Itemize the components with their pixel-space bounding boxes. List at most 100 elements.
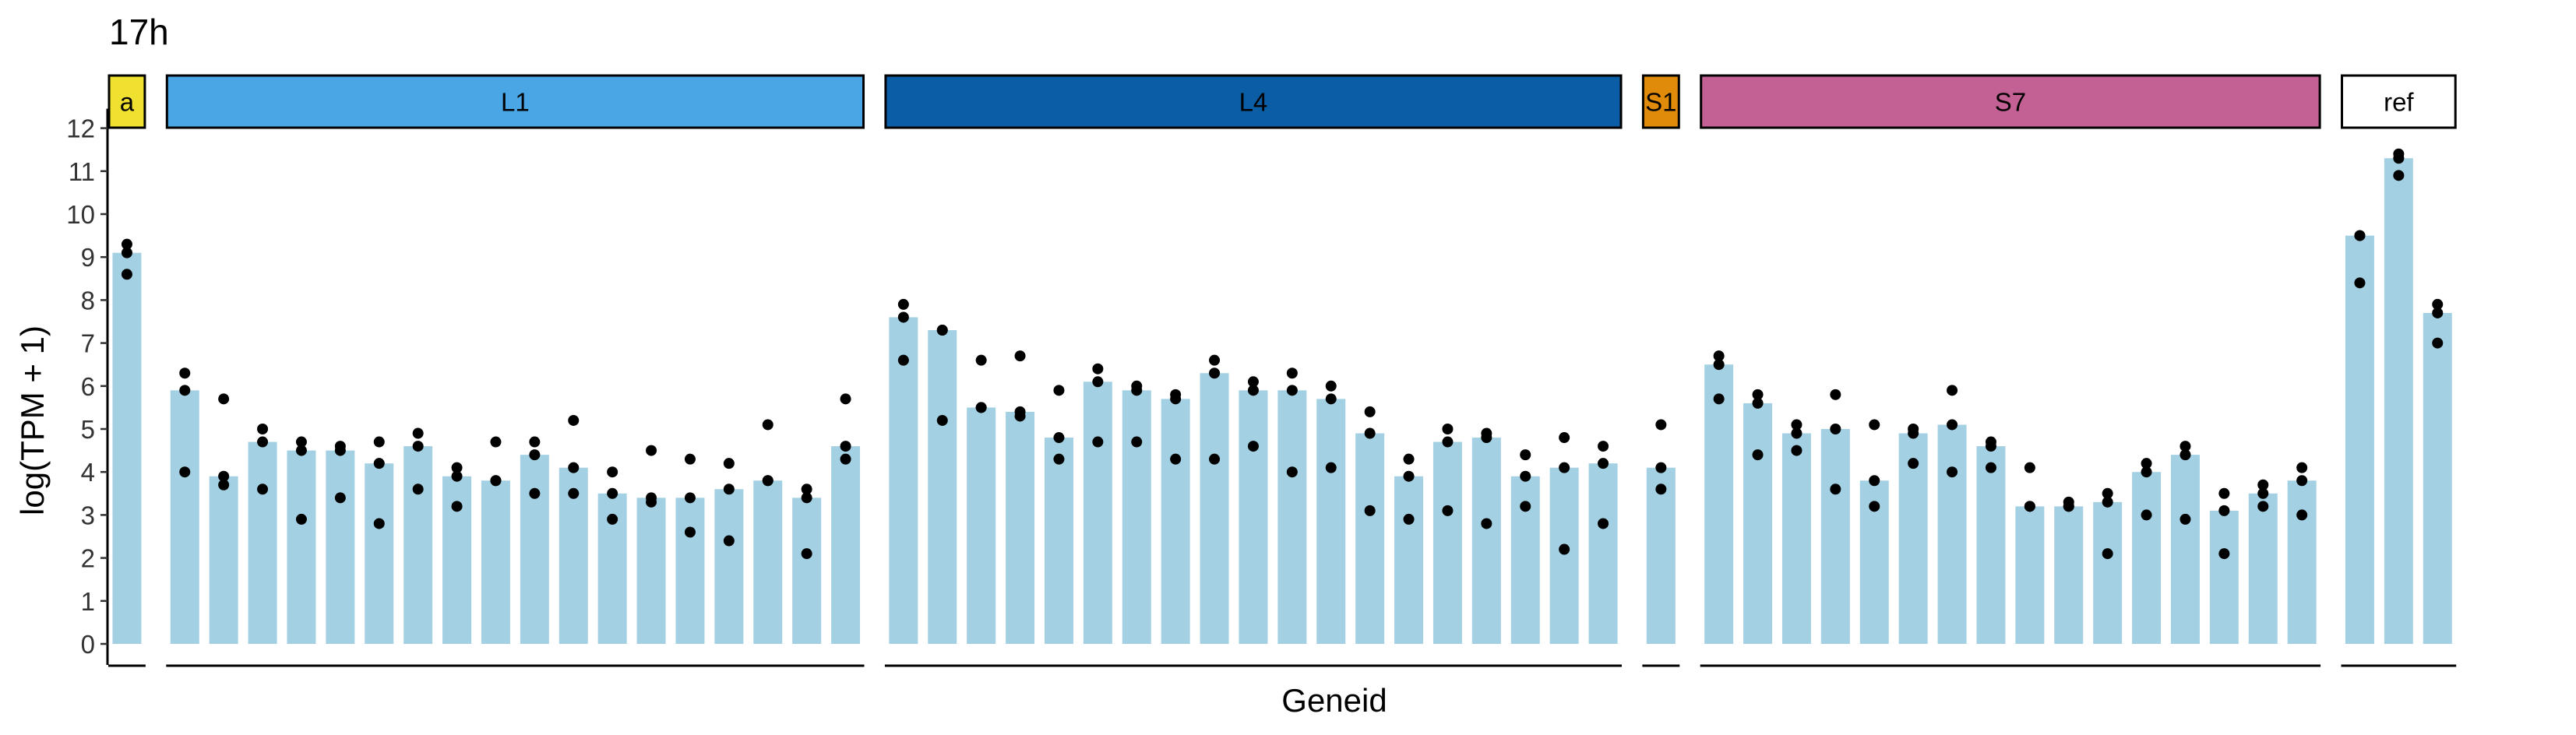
data-point	[1908, 458, 1919, 469]
bar	[1976, 446, 2006, 644]
bar	[792, 498, 822, 644]
data-point	[607, 513, 618, 525]
bar	[287, 450, 316, 644]
data-point	[334, 445, 346, 456]
data-point	[1655, 462, 1667, 473]
data-point	[2141, 458, 2152, 469]
data-point	[801, 492, 812, 504]
bar	[1394, 476, 1424, 644]
data-point	[2257, 479, 2269, 491]
bar	[714, 489, 744, 644]
data-point	[373, 458, 385, 469]
bar	[1432, 441, 1462, 644]
data-point	[1092, 436, 1104, 448]
data-point	[2141, 466, 2152, 478]
y-tick-label: 7	[81, 329, 95, 358]
data-point	[1247, 441, 1259, 452]
data-point	[412, 427, 424, 439]
data-point	[2296, 462, 2308, 473]
data-point	[1442, 424, 1454, 434]
data-point	[1170, 393, 1182, 405]
bar	[2170, 455, 2200, 644]
y-tick-label: 12	[66, 114, 95, 143]
data-point	[1286, 368, 1298, 379]
data-point	[295, 445, 307, 456]
data-point	[2141, 509, 2152, 521]
x-axis-title: Geneid	[1281, 682, 1387, 719]
data-point	[2393, 170, 2405, 181]
data-point	[762, 475, 774, 487]
data-point	[1713, 393, 1725, 405]
data-point	[1869, 475, 1880, 487]
data-point	[646, 496, 657, 508]
bar	[112, 252, 142, 644]
data-point	[840, 393, 851, 405]
data-point	[1403, 513, 1415, 525]
data-point	[568, 462, 580, 473]
bar	[1549, 467, 1579, 644]
data-point	[121, 247, 132, 258]
facet-strip	[884, 74, 1623, 129]
bar	[1355, 433, 1385, 644]
bar	[1277, 390, 1307, 644]
bar	[1471, 438, 1501, 644]
bar	[928, 330, 957, 644]
data-point	[373, 518, 385, 529]
data-point	[2257, 501, 2269, 512]
data-point	[1170, 453, 1182, 465]
data-point	[373, 436, 385, 448]
data-point	[1325, 380, 1337, 392]
data-point	[2102, 487, 2113, 499]
data-point	[490, 436, 502, 448]
data-point	[607, 487, 618, 499]
bar	[403, 446, 433, 644]
bar	[1937, 424, 1967, 644]
facet-strip-label: L4	[1239, 88, 1268, 117]
y-tick-label: 2	[81, 544, 95, 573]
facet-l1: L1	[165, 74, 865, 667]
data-point	[1209, 368, 1221, 379]
data-point	[412, 484, 424, 495]
bar	[2093, 501, 2123, 644]
data-point	[1131, 385, 1143, 396]
data-point	[1559, 432, 1570, 444]
data-point	[2180, 449, 2191, 461]
data-point	[1520, 470, 1531, 482]
facet-l4: L4	[884, 74, 1623, 667]
facet-s1: S1	[1641, 74, 1680, 667]
data-point	[451, 470, 463, 482]
bar	[1044, 438, 1073, 644]
data-point	[975, 354, 987, 366]
data-point	[257, 484, 269, 495]
bar	[675, 498, 705, 644]
data-point	[2180, 513, 2191, 525]
facet-strip	[2341, 74, 2457, 129]
bar	[2132, 472, 2162, 644]
data-point	[490, 475, 502, 487]
y-tick-label: 3	[81, 501, 95, 529]
data-point	[1713, 359, 1725, 371]
bar	[520, 455, 549, 644]
data-point	[1791, 427, 1802, 439]
y-tick-label: 6	[81, 372, 95, 401]
data-point	[897, 354, 909, 366]
data-point	[2432, 298, 2444, 310]
data-point	[451, 462, 463, 473]
y-axis-title: log(TPM + 1)	[14, 325, 51, 515]
y-tick-label: 10	[66, 200, 95, 229]
data-point	[684, 526, 696, 538]
data-point	[684, 492, 696, 504]
data-point	[646, 445, 657, 456]
data-point	[723, 458, 735, 469]
bar	[2248, 493, 2278, 644]
bar	[1588, 463, 1618, 644]
bar	[1316, 399, 1346, 644]
data-point	[1908, 427, 1919, 439]
bar	[170, 390, 199, 644]
facet-strip	[165, 74, 865, 129]
facet-strip	[1641, 74, 1680, 129]
data-point	[1286, 466, 1298, 478]
data-point	[2218, 548, 2230, 560]
bar	[1820, 429, 1850, 644]
